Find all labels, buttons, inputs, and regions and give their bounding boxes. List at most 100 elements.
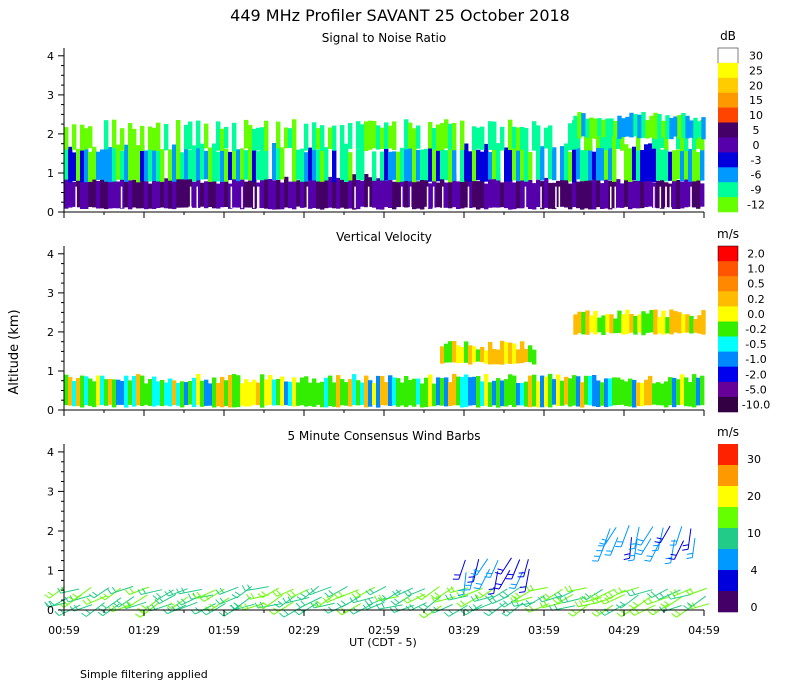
heatmap-cell bbox=[524, 148, 529, 182]
heatmap-cell bbox=[589, 117, 594, 138]
heatmap-cell bbox=[152, 179, 157, 209]
heatmap-cell bbox=[657, 114, 662, 140]
heatmap-cell bbox=[512, 126, 517, 149]
wind-barb bbox=[125, 601, 147, 610]
heatmap-cell bbox=[613, 318, 618, 334]
wind-barb bbox=[49, 597, 69, 608]
heatmap-cell bbox=[296, 382, 301, 406]
barb-feather bbox=[604, 593, 610, 599]
heatmap-cell bbox=[132, 149, 137, 180]
wind-barb bbox=[285, 597, 310, 604]
heatmap-cell bbox=[648, 143, 653, 181]
heatmap-cell bbox=[692, 374, 697, 408]
heatmap-cell bbox=[204, 150, 209, 180]
heatmap-cell bbox=[480, 346, 485, 363]
x-tick-label: 02:59 bbox=[368, 624, 400, 637]
heatmap-cell bbox=[88, 126, 93, 149]
heatmap-cell bbox=[128, 380, 133, 405]
heatmap-cell bbox=[112, 144, 117, 182]
heatmap-cell bbox=[581, 113, 586, 137]
heatmap-cell bbox=[264, 175, 269, 209]
heatmap-cell bbox=[264, 146, 269, 180]
heatmap-cell bbox=[641, 311, 646, 336]
barb-feather bbox=[58, 603, 65, 608]
heatmap-cell bbox=[212, 143, 217, 182]
wind-barb bbox=[511, 559, 521, 580]
heatmap-cell bbox=[388, 174, 393, 208]
heatmap-cell bbox=[576, 181, 581, 209]
heatmap-cell bbox=[672, 174, 677, 209]
barb-feather bbox=[151, 604, 156, 610]
barb-feather bbox=[246, 593, 251, 600]
colorbar-swatch bbox=[718, 444, 738, 466]
heatmap-cell bbox=[580, 382, 585, 408]
heatmap-cell bbox=[629, 314, 634, 333]
colorbar-label: 1.0 bbox=[747, 263, 765, 276]
wind-barb bbox=[118, 596, 135, 608]
heatmap-cell bbox=[448, 123, 453, 150]
heatmap-cell bbox=[472, 147, 477, 182]
barb-feather bbox=[593, 592, 599, 598]
wind-barb bbox=[529, 587, 548, 592]
y-tick-label: 4 bbox=[47, 50, 54, 63]
heatmap-cell bbox=[572, 375, 577, 406]
heatmap-cell bbox=[192, 181, 197, 208]
barb-feather bbox=[336, 610, 343, 616]
heatmap-cell bbox=[604, 176, 609, 209]
heatmap-cell bbox=[248, 180, 253, 208]
wind-barb bbox=[526, 595, 545, 608]
barb-feather bbox=[578, 600, 583, 607]
barb-feather bbox=[381, 602, 385, 609]
heatmap-cell bbox=[432, 148, 437, 182]
heatmap-cell bbox=[625, 309, 630, 334]
heatmap-cell bbox=[416, 125, 421, 149]
wind-barb bbox=[243, 602, 265, 611]
wind-barb bbox=[513, 596, 533, 603]
heatmap-cell bbox=[224, 126, 229, 149]
heatmap-cell bbox=[120, 381, 125, 405]
barb-feather bbox=[493, 587, 500, 590]
heatmap-cell bbox=[476, 349, 481, 362]
heatmap-cell bbox=[480, 175, 485, 209]
heatmap-cell bbox=[360, 145, 365, 181]
barb-feather bbox=[368, 588, 374, 594]
wind-barb bbox=[673, 540, 685, 560]
barb-feather bbox=[45, 602, 51, 608]
heatmap-cell bbox=[488, 382, 493, 407]
heatmap-cell bbox=[116, 181, 121, 209]
wind-barb bbox=[341, 595, 361, 608]
barb-feather bbox=[543, 601, 548, 607]
heatmap-cell bbox=[104, 175, 109, 210]
heatmap-cell bbox=[292, 180, 297, 210]
wind-barb bbox=[406, 593, 425, 604]
heatmap-cell bbox=[528, 375, 533, 408]
heatmap-cell bbox=[624, 176, 629, 207]
barb-feather bbox=[199, 597, 205, 602]
heatmap-cell bbox=[196, 120, 201, 149]
heatmap-cell bbox=[508, 179, 513, 210]
barb-feather bbox=[670, 553, 677, 556]
heatmap-cell bbox=[520, 382, 525, 406]
heatmap-cell bbox=[612, 377, 617, 406]
heatmap-cell bbox=[132, 128, 137, 151]
heatmap-cell bbox=[440, 378, 445, 406]
heatmap-cell bbox=[92, 381, 97, 408]
heatmap-cell bbox=[512, 375, 517, 408]
heatmap-cell bbox=[64, 144, 69, 180]
wind-barb bbox=[558, 589, 576, 599]
heatmap-cell bbox=[604, 147, 609, 180]
barb-feather bbox=[192, 593, 198, 599]
wind-barb bbox=[291, 588, 310, 598]
colorbar-swatch bbox=[718, 351, 738, 367]
wind-barb bbox=[658, 589, 681, 600]
heatmap-cell bbox=[688, 382, 693, 407]
heatmap-cell bbox=[404, 176, 409, 208]
barb-feather bbox=[646, 555, 653, 558]
colorbar-label: 0.5 bbox=[747, 278, 765, 291]
barb-feather bbox=[290, 590, 296, 596]
heatmap-cell bbox=[588, 128, 593, 151]
wind-barb bbox=[448, 595, 469, 601]
heatmap-cell bbox=[677, 312, 682, 334]
x-tick-label: 01:29 bbox=[128, 624, 160, 637]
gap-line bbox=[669, 186, 672, 209]
